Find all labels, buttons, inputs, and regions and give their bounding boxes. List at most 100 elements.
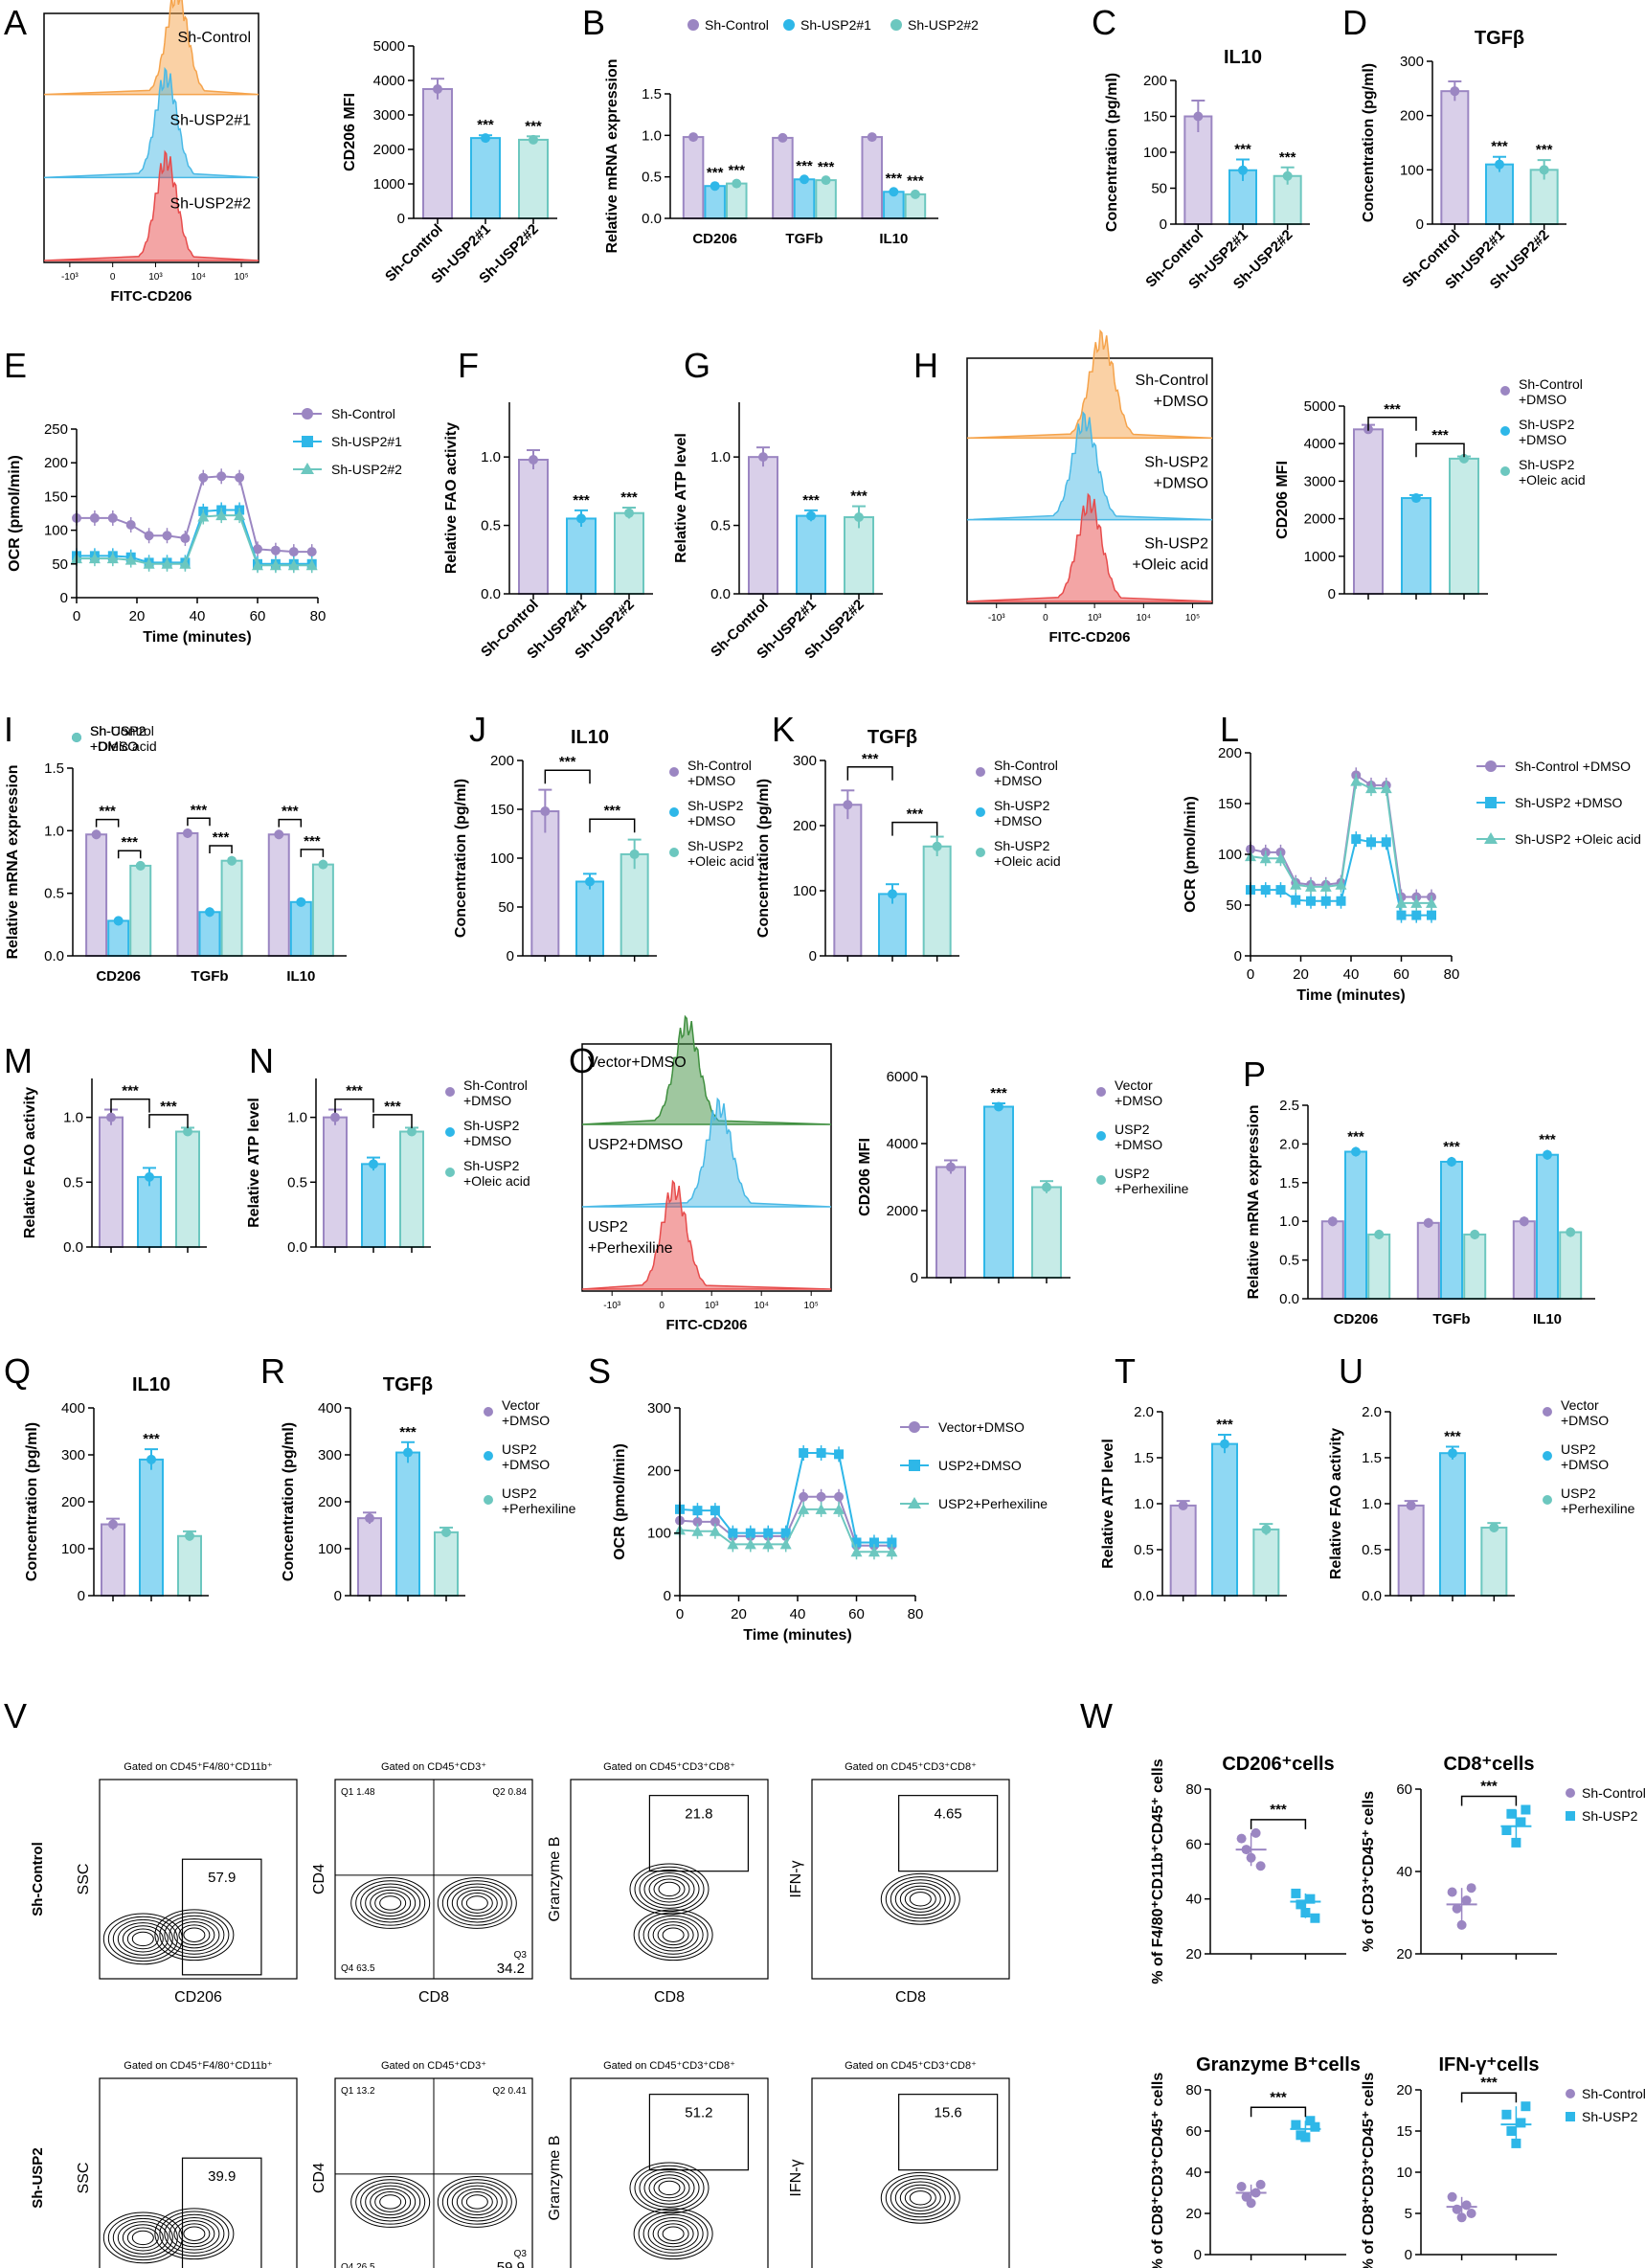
contour-line bbox=[885, 2175, 956, 2221]
x-tick-label: 10⁵ bbox=[1185, 613, 1200, 624]
bar bbox=[861, 136, 884, 219]
data-point bbox=[185, 1531, 194, 1541]
contour-line bbox=[154, 1909, 235, 1962]
histogram-curve bbox=[43, 66, 259, 179]
y-tick-label: 400 bbox=[318, 1400, 342, 1417]
plot-frame bbox=[99, 1779, 298, 1980]
legend: Sh-Control+DMSOSh-USP2+DMSOSh-USP2+Oleic… bbox=[669, 758, 755, 869]
y-axis-label: Concentration (pg/ml) bbox=[281, 1422, 297, 1581]
chart-title: TGFβ bbox=[1475, 28, 1524, 49]
bar bbox=[1031, 1186, 1062, 1279]
y-tick-label: 0.5 bbox=[1362, 1542, 1382, 1558]
legend: Sh-Control+DMSOSh-USP2+DMSOSh-USP2+Oleic… bbox=[72, 723, 157, 754]
significance-bracket bbox=[334, 1098, 374, 1113]
significance-label: *** bbox=[282, 804, 299, 820]
contour-line bbox=[451, 1886, 503, 1920]
panel-L-line: 0 20 40 60 80 Time (minutes) bbox=[1245, 767, 1459, 1004]
bar bbox=[434, 1531, 459, 1597]
y-tick-label: 0 bbox=[60, 590, 68, 606]
y-tick-label: 60 bbox=[1185, 2123, 1202, 2140]
data-point bbox=[799, 1491, 809, 1502]
data-point bbox=[407, 1126, 417, 1137]
bar bbox=[682, 136, 705, 219]
bar bbox=[1485, 163, 1514, 226]
y-tick-label: 2000 bbox=[1304, 511, 1336, 528]
contour-line bbox=[647, 2216, 699, 2251]
contour-line bbox=[909, 1892, 932, 1907]
quadrant-label: Q1 1.48 bbox=[341, 1787, 375, 1798]
data-point bbox=[197, 510, 210, 522]
significance-bracket bbox=[1367, 417, 1417, 431]
panel-M-axes: 0.0 0.5 1.0 Relative FAO activity bbox=[22, 1078, 207, 1256]
data-point bbox=[1447, 1887, 1457, 1897]
y-tick-label: 0.0 bbox=[287, 1239, 307, 1256]
data-point bbox=[1261, 1524, 1272, 1534]
contour-line bbox=[159, 1912, 230, 1958]
histogram-label: +Perhexiline bbox=[588, 1240, 673, 1257]
data-point bbox=[252, 559, 263, 571]
x-tick-label: 40 bbox=[190, 608, 206, 624]
data-point bbox=[403, 1447, 413, 1458]
y-tick-label: 1.5 bbox=[1362, 1450, 1382, 1466]
x-tick-label: 0 bbox=[659, 1301, 665, 1311]
plot-frame bbox=[570, 2077, 769, 2268]
flow-plot: Gated on CD45⁺F4/80⁺CD11b⁺CD206SSC39.9 bbox=[76, 2060, 298, 2268]
legend-label: USP2 bbox=[1115, 1122, 1150, 1137]
y-axis-label: Relative ATP level bbox=[1100, 1439, 1116, 1569]
contour-line bbox=[633, 1909, 713, 1962]
data-point bbox=[780, 1528, 791, 1538]
panel-S-line: 0 20 40 60 80 Time (minutes) bbox=[674, 1445, 923, 1644]
significance-bracket bbox=[1250, 2106, 1307, 2118]
y-tick-label: 60 bbox=[1185, 1836, 1202, 1852]
data-point bbox=[1236, 2182, 1247, 2192]
data-point bbox=[763, 1528, 774, 1538]
legend-label: Sh-USP2#2 bbox=[908, 17, 979, 33]
gate-label: Gated on CD45⁺CD3⁺ bbox=[381, 2060, 486, 2072]
legend-label: Sh-Control bbox=[1519, 376, 1583, 392]
data-point bbox=[180, 533, 191, 544]
bar bbox=[129, 864, 152, 957]
contour-line bbox=[173, 1921, 215, 1949]
significance-label: *** bbox=[1491, 139, 1508, 155]
legend-label: +DMSO bbox=[463, 1093, 511, 1108]
x-tick-label: -10³ bbox=[988, 613, 1005, 624]
x-tick-label: -10³ bbox=[61, 272, 79, 283]
y-tick-label: 40 bbox=[1185, 2165, 1202, 2181]
y-axis-label: IFN-γ bbox=[788, 1860, 804, 1897]
significance-label: *** bbox=[1347, 1128, 1364, 1145]
data-point bbox=[1521, 2101, 1531, 2112]
legend-label: Sh-USP2 bbox=[687, 798, 744, 813]
panel-P-axes: 0.0 0.5 1.0 1.5 2.0 2.5 Relative mRNA expressi… bbox=[1246, 1098, 1595, 1307]
x-tick-label: 0 bbox=[1247, 966, 1254, 983]
data-point bbox=[1450, 86, 1460, 97]
data-point bbox=[815, 1503, 827, 1514]
chart-title: CD206⁺cells bbox=[1222, 1754, 1334, 1775]
data-point bbox=[1220, 1439, 1229, 1449]
x-axis-label: CD8 bbox=[418, 1989, 449, 2006]
significance-label: *** bbox=[1444, 1428, 1461, 1444]
contour-line bbox=[446, 2182, 507, 2222]
data-point bbox=[1291, 895, 1301, 905]
bar bbox=[107, 919, 130, 957]
panel-letter-B: B bbox=[582, 3, 605, 42]
contour-line bbox=[658, 1881, 681, 1897]
contour-line bbox=[107, 2214, 178, 2261]
contour-line bbox=[885, 1876, 956, 1922]
plot-frame bbox=[811, 2077, 1010, 2268]
y-tick-label: 0 bbox=[1194, 2247, 1202, 2263]
panel-R-bars: *** TGFβ bbox=[357, 1374, 459, 1601]
data-point bbox=[886, 1546, 898, 1557]
contour-line bbox=[890, 2178, 951, 2218]
significance-label: *** bbox=[1431, 427, 1449, 443]
data-point bbox=[692, 1516, 703, 1527]
bar bbox=[85, 833, 108, 958]
y-axis-label: Concentration (pg/ml) bbox=[1104, 73, 1120, 232]
y-tick-label: 1000 bbox=[373, 176, 405, 193]
bar bbox=[1559, 1231, 1583, 1300]
legend-label: +DMSO bbox=[502, 1413, 550, 1428]
x-tick-label: 20 bbox=[1293, 966, 1309, 983]
y-axis-label: SSC bbox=[76, 2163, 92, 2194]
legend-label: +DMSO bbox=[1115, 1093, 1162, 1108]
